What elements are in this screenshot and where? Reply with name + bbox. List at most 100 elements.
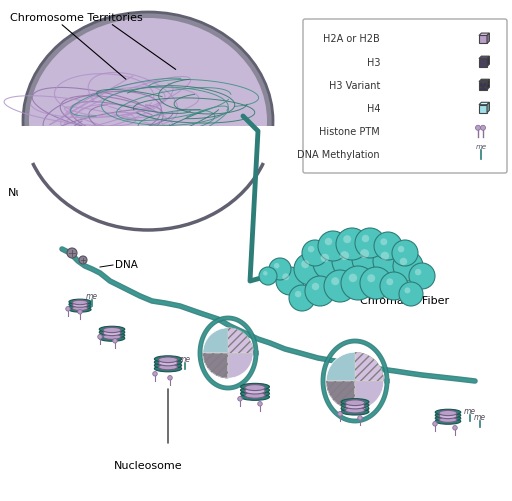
Circle shape	[238, 397, 242, 401]
Circle shape	[294, 253, 326, 285]
Polygon shape	[479, 36, 487, 44]
Circle shape	[321, 254, 329, 262]
Ellipse shape	[341, 408, 369, 415]
Ellipse shape	[439, 417, 457, 422]
Ellipse shape	[439, 413, 457, 419]
Ellipse shape	[99, 332, 125, 338]
Ellipse shape	[69, 299, 91, 304]
Circle shape	[400, 258, 407, 265]
Ellipse shape	[341, 405, 369, 412]
Ellipse shape	[99, 329, 125, 335]
Circle shape	[380, 272, 408, 300]
Ellipse shape	[155, 365, 182, 372]
Circle shape	[274, 263, 280, 269]
Circle shape	[79, 256, 87, 264]
Text: me: me	[86, 292, 98, 301]
Circle shape	[386, 278, 393, 285]
Ellipse shape	[99, 335, 125, 341]
Text: me: me	[474, 413, 486, 422]
Circle shape	[331, 277, 339, 285]
Circle shape	[373, 244, 407, 278]
Text: me: me	[179, 355, 191, 364]
Circle shape	[358, 415, 362, 420]
Wedge shape	[228, 353, 253, 378]
Circle shape	[67, 248, 77, 258]
Circle shape	[269, 258, 291, 280]
Ellipse shape	[435, 412, 461, 418]
Ellipse shape	[345, 407, 365, 413]
Bar	[206, 203, 215, 208]
Ellipse shape	[241, 387, 269, 394]
Circle shape	[313, 246, 347, 280]
Polygon shape	[479, 79, 489, 82]
Circle shape	[409, 263, 435, 289]
Wedge shape	[326, 352, 355, 381]
Polygon shape	[479, 102, 489, 105]
Circle shape	[168, 376, 172, 380]
Circle shape	[258, 401, 262, 406]
Text: H3 Variant: H3 Variant	[329, 81, 380, 91]
Bar	[18, 126, 278, 241]
Circle shape	[360, 267, 392, 299]
Ellipse shape	[241, 390, 269, 397]
Text: H3: H3	[367, 58, 380, 68]
Circle shape	[398, 246, 404, 253]
Circle shape	[338, 411, 342, 416]
Circle shape	[393, 251, 423, 281]
Ellipse shape	[439, 410, 457, 416]
Circle shape	[380, 252, 389, 260]
Ellipse shape	[241, 383, 269, 390]
Text: DNA Methylation: DNA Methylation	[297, 150, 380, 160]
Circle shape	[453, 425, 457, 430]
Text: Nucleosome: Nucleosome	[114, 461, 182, 471]
Bar	[166, 215, 174, 220]
Circle shape	[312, 283, 319, 290]
Circle shape	[295, 291, 302, 298]
Polygon shape	[487, 79, 489, 90]
Circle shape	[392, 240, 418, 266]
Text: Histone PTM: Histone PTM	[319, 127, 380, 137]
Polygon shape	[479, 56, 489, 59]
Wedge shape	[326, 381, 355, 410]
Circle shape	[301, 260, 309, 268]
Circle shape	[374, 232, 402, 260]
Circle shape	[343, 235, 351, 243]
Circle shape	[276, 267, 304, 295]
Wedge shape	[203, 353, 228, 378]
Circle shape	[404, 288, 411, 294]
Wedge shape	[228, 328, 253, 353]
Ellipse shape	[103, 334, 121, 339]
Circle shape	[380, 238, 387, 245]
Ellipse shape	[241, 394, 269, 400]
Circle shape	[340, 251, 349, 260]
Ellipse shape	[155, 359, 182, 365]
Text: H2A or H2B: H2A or H2B	[323, 35, 380, 45]
Text: Chromosome Territories: Chromosome Territories	[10, 13, 143, 23]
Ellipse shape	[155, 356, 182, 362]
Circle shape	[336, 228, 368, 260]
Bar	[81, 203, 90, 208]
Wedge shape	[355, 381, 384, 410]
Circle shape	[367, 274, 375, 282]
Circle shape	[349, 274, 357, 282]
Polygon shape	[479, 59, 487, 67]
Ellipse shape	[158, 357, 178, 363]
Bar	[262, 152, 269, 157]
Circle shape	[362, 235, 369, 242]
Circle shape	[302, 240, 328, 266]
Ellipse shape	[69, 307, 91, 312]
Polygon shape	[487, 33, 489, 44]
Wedge shape	[355, 352, 384, 381]
Circle shape	[318, 231, 348, 261]
Circle shape	[341, 266, 375, 300]
Circle shape	[153, 372, 157, 376]
Text: H4: H4	[367, 104, 380, 114]
Circle shape	[66, 307, 70, 311]
Ellipse shape	[69, 302, 91, 307]
Circle shape	[360, 249, 369, 258]
Text: me: me	[464, 407, 476, 416]
Ellipse shape	[72, 303, 88, 307]
Ellipse shape	[245, 388, 265, 394]
Circle shape	[355, 228, 385, 258]
Circle shape	[259, 267, 277, 285]
